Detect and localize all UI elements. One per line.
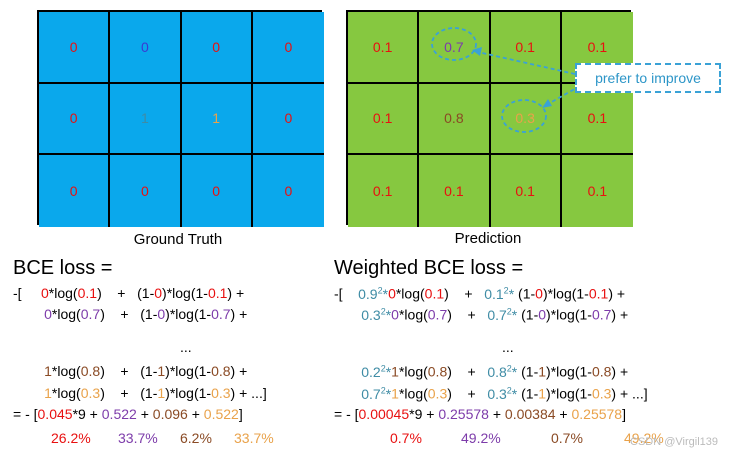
bce-line-1: -[ 0*log(0.1) + (1-0)*log(1-0.1) +	[13, 285, 245, 301]
wbce-line-2: 0.32*0*log(0.7) + 0.72* (1-0)*log(1-0.7)…	[361, 306, 629, 323]
prediction-cell: 0.1	[561, 83, 633, 156]
prediction-cell: 0.1	[561, 155, 633, 227]
bce-pct-3: 6.2%	[180, 430, 212, 446]
prediction-cell: 0.1	[490, 155, 562, 227]
prediction-grid: 0.1 0.7 0.1 0.1 0.1 0.8 0.3 0.1 0.1 0.1 0.1 0.1	[346, 10, 633, 227]
bce-loss-title: BCE loss =	[13, 257, 113, 279]
wbce-line-4: 0.72*1*log(0.3) + 0.32* (1-1)*log(1-0.3)…	[361, 385, 648, 402]
ground-truth-cell: 0	[252, 12, 324, 84]
arrow-head-top	[472, 47, 482, 56]
wbce-result: = - [0.00045*9 + 0.25578 + 0.00384 + 0.2…	[334, 406, 626, 422]
wbce-pct-2: 49.2%	[461, 430, 501, 446]
ground-truth-cell: 1	[110, 83, 182, 156]
arrow-line-top	[477, 51, 576, 75]
prediction-cell: 0.8	[419, 83, 491, 156]
ground-truth-cell: 0	[252, 155, 324, 227]
prediction-cell: 0.1	[348, 83, 420, 156]
watermark: CSDN @Virgil139	[630, 436, 718, 448]
prefer-to-improve-callout: prefer to improve	[575, 63, 721, 93]
ground-truth-cell: 0	[39, 155, 111, 227]
ground-truth-cell: 0	[110, 155, 182, 227]
bce-ellipsis: ...	[180, 339, 192, 355]
arrow-line-mid	[547, 85, 581, 105]
bce-pct-1: 26.2%	[51, 430, 91, 446]
prediction-cell: 0.1	[490, 12, 562, 84]
bce-result: = - [0.045*9 + 0.522 + 0.096 + 0.522]	[13, 406, 243, 422]
wbce-pct-1: 0.7%	[390, 430, 422, 446]
ground-truth-cell: 0	[110, 12, 182, 84]
ground-truth-cell: 0	[39, 12, 111, 84]
bce-line-2: 0*log(0.7) + (1-0)*log(1-0.7) +	[44, 306, 248, 322]
prediction-cell: 0.1	[348, 155, 420, 227]
ground-truth-cell: 0	[39, 83, 111, 156]
ground-truth-cell: 0	[181, 12, 253, 84]
prediction-cell: 0.1	[419, 155, 491, 227]
wbce-line-3: 0.22*1*log(0.8) + 0.82* (1-1)*log(1-0.8)…	[361, 363, 629, 380]
ground-truth-caption: Ground Truth	[133, 231, 223, 248]
prediction-cell: 0.7	[419, 12, 491, 84]
highlight-ellipse-mid	[501, 99, 547, 133]
bce-line-4: 1*log(0.3) + (1-1)*log(1-0.3) + ...]	[44, 385, 267, 401]
ground-truth-cell: 1	[181, 83, 253, 156]
bce-pct-2: 33.7%	[118, 430, 158, 446]
bce-line-3: 1*log(0.8) + (1-1)*log(1-0.8) +	[44, 363, 248, 379]
wbce-pct-4: 49.2%	[624, 430, 664, 446]
bce-pct-4: 33.7%	[234, 430, 274, 446]
highlight-ellipse-top	[431, 27, 477, 61]
prediction-caption: Prediction	[454, 230, 522, 247]
wbce-line-1: -[ 0.92*0*log(0.1) + 0.12* (1-0)*log(1-0…	[334, 285, 626, 302]
prediction-cell: 0.1	[348, 12, 420, 84]
ground-truth-cell: 0	[181, 155, 253, 227]
arrow-head-mid	[542, 99, 552, 108]
ground-truth-cell: 0	[252, 83, 324, 156]
weighted-bce-loss-title: Weighted BCE loss =	[334, 257, 524, 279]
wbce-pct-3: 0.7%	[551, 430, 583, 446]
wbce-ellipsis: ...	[502, 339, 514, 355]
